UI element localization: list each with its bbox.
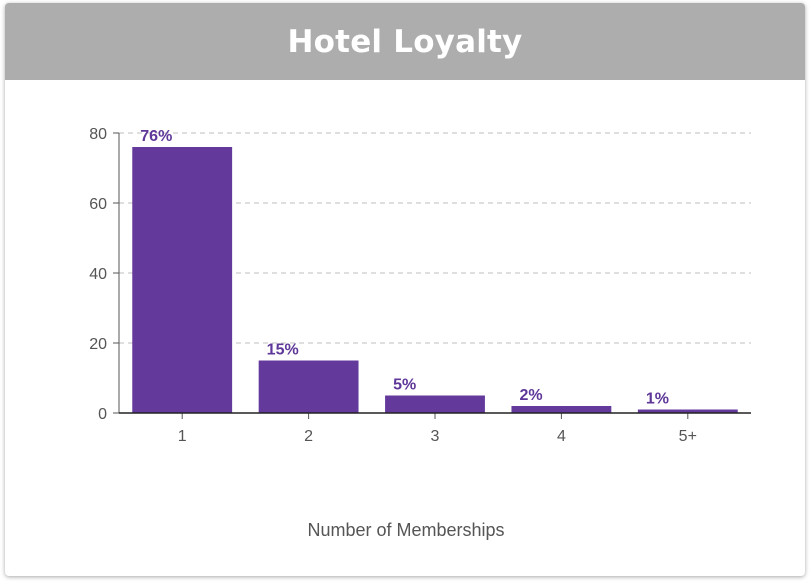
data-label: 1% [646, 391, 669, 408]
y-tick-label: 40 [89, 266, 107, 283]
bar [511, 406, 612, 413]
y-tick-label: 80 [89, 126, 107, 143]
x-tick-label: 4 [557, 428, 566, 445]
bar [258, 360, 359, 413]
x-axis-title: Number of Memberships [307, 520, 504, 540]
bar [637, 409, 738, 413]
grid-lines [119, 132, 751, 344]
data-label: 76% [140, 128, 172, 145]
bar [132, 147, 233, 413]
y-tick-label: 20 [89, 336, 107, 353]
x-tick-label: 3 [431, 428, 440, 445]
chart-card: Hotel Loyalty 0 20 40 60 80 1 2 3 4 5+ 76% 15% 5% 2%… [5, 3, 805, 576]
data-label: 15% [267, 342, 299, 359]
x-tick-label: 5+ [679, 428, 697, 445]
axes: 0 20 40 60 80 1 2 3 4 5+ [89, 126, 751, 445]
chart-title: Hotel Loyalty [287, 23, 523, 60]
bar [385, 395, 485, 413]
x-tick-label: 2 [304, 428, 313, 445]
bars [132, 147, 738, 413]
data-labels: 76% 15% 5% 2% 1% [140, 128, 669, 408]
y-tick-label: 60 [89, 196, 107, 213]
y-tick-label: 0 [98, 406, 107, 423]
card-header: Hotel Loyalty [5, 3, 805, 80]
data-label: 5% [393, 377, 416, 394]
data-label: 2% [519, 387, 542, 404]
x-tick-label: 1 [178, 428, 187, 445]
bar-chart: 0 20 40 60 80 1 2 3 4 5+ 76% 15% 5% 2% 1% Number of M… [89, 126, 751, 540]
